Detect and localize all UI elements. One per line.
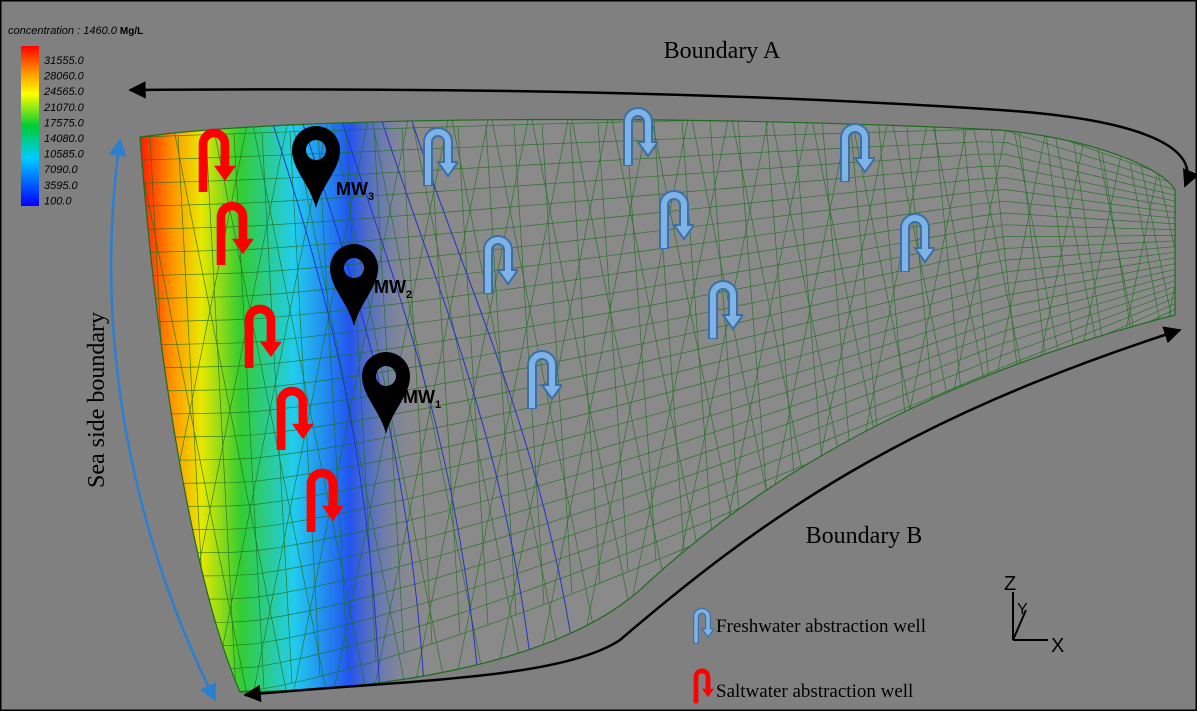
colorbar-label: 10585.0 (44, 149, 85, 161)
colorbar-label: 100.0 (44, 195, 72, 207)
colorbar-label: 3595.0 (44, 180, 79, 192)
axis-y-label: Y (1017, 601, 1028, 618)
colorbar-label: 28060.0 (43, 71, 85, 83)
boundary-b-label: Boundary B (806, 523, 923, 549)
boundary-a-label: Boundary A (664, 38, 781, 64)
colorbar-label: 24565.0 (43, 86, 85, 98)
colorbar-title: concentration : 1460.0 Mg/L (8, 25, 143, 37)
legend-freshwater-label: Freshwater abstraction well (716, 616, 926, 637)
axis-z-label: Z (1004, 573, 1016, 595)
sea-boundary-label: Sea side boundary (84, 312, 110, 488)
colorbar (21, 46, 39, 206)
figure: concentration : 1460.0 Mg/L 31555.0 28060… (0, 0, 1197, 711)
axis-x-label: X (1051, 635, 1064, 657)
colorbar-label: 17575.0 (44, 117, 85, 129)
colorbar-label: 7090.0 (44, 164, 79, 176)
colorbar-label: 14080.0 (44, 133, 85, 145)
legend-saltwater-label: Saltwater abstraction well (716, 681, 913, 702)
colorbar-label: 21070.0 (43, 102, 85, 114)
colorbar-label: 31555.0 (44, 55, 85, 67)
